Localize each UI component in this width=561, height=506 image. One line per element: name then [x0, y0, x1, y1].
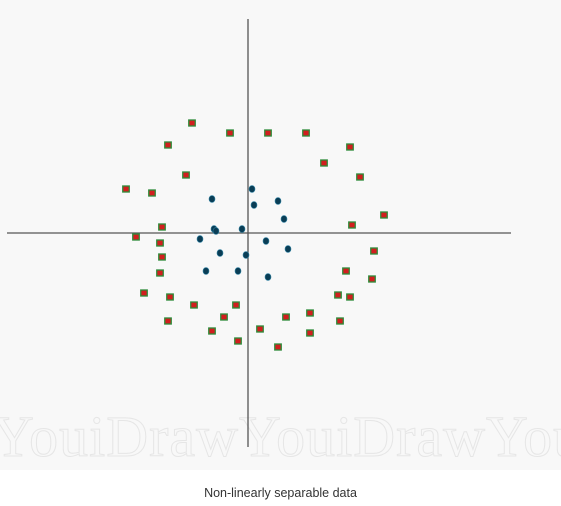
- inner-class-point: [264, 273, 272, 281]
- figure-caption: Non-linearly separable data: [204, 486, 357, 500]
- outer-class-point: [320, 159, 328, 167]
- inner-class-point: [212, 227, 220, 235]
- inner-class-point: [250, 201, 258, 209]
- data-points: [122, 119, 388, 351]
- outer-class-point: [368, 275, 376, 283]
- outer-class-point: [220, 313, 228, 321]
- inner-class-point: [284, 245, 292, 253]
- outer-class-point: [156, 269, 164, 277]
- outer-class-point: [122, 185, 130, 193]
- inner-class-point: [208, 195, 216, 203]
- outer-class-point: [346, 143, 354, 151]
- outer-class-point: [336, 317, 344, 325]
- outer-class-point: [306, 309, 314, 317]
- watermark-text: YouiDrawYouiDrawYouiD: [0, 404, 561, 469]
- outer-class-point: [334, 291, 342, 299]
- outer-class-point: [132, 233, 140, 241]
- outer-class-point: [190, 301, 198, 309]
- outer-class-point: [158, 223, 166, 231]
- outer-class-point: [302, 129, 310, 137]
- inner-class-point: [234, 267, 242, 275]
- outer-class-point: [356, 173, 364, 181]
- outer-class-point: [182, 171, 190, 179]
- scatter-plot: YouiDrawYouiDrawYouiD: [0, 19, 561, 470]
- inner-class-point: [262, 237, 270, 245]
- inner-class-point: [242, 251, 250, 259]
- outer-class-point: [226, 129, 234, 137]
- inner-class-point: [202, 267, 210, 275]
- inner-class-point: [238, 225, 246, 233]
- inner-class-point: [274, 197, 282, 205]
- outer-class-point: [156, 239, 164, 247]
- outer-class-point: [232, 301, 240, 309]
- outer-class-point: [158, 253, 166, 261]
- chart-area: YouiDrawYouiDrawYouiD: [0, 19, 561, 470]
- outer-class-point: [264, 129, 272, 137]
- inner-class-point: [216, 249, 224, 257]
- outer-class-point: [306, 329, 314, 337]
- outer-class-point: [348, 221, 356, 229]
- outer-class-point: [166, 293, 174, 301]
- outer-class-point: [164, 317, 172, 325]
- outer-class-point: [256, 325, 264, 333]
- outer-class-point: [282, 313, 290, 321]
- inner-class-point: [196, 235, 204, 243]
- outer-class-point: [164, 141, 172, 149]
- outer-class-point: [274, 343, 282, 351]
- outer-class-point: [140, 289, 148, 297]
- outer-class-point: [346, 293, 354, 301]
- inner-class-point: [280, 215, 288, 223]
- inner-class-point: [248, 185, 256, 193]
- outer-class-point: [342, 267, 350, 275]
- outer-class-point: [208, 327, 216, 335]
- outer-class-point: [148, 189, 156, 197]
- outer-class-point: [234, 337, 242, 345]
- outer-class-point: [380, 211, 388, 219]
- outer-class-point: [370, 247, 378, 255]
- outer-class-point: [188, 119, 196, 127]
